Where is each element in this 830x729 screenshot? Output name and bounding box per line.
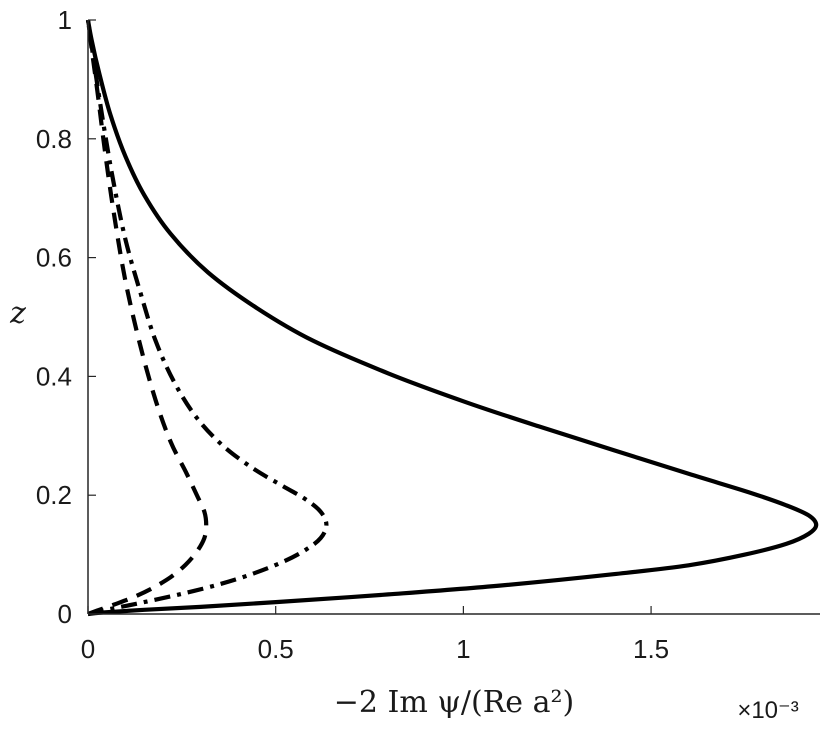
series-line-dashed bbox=[85, 19, 209, 616]
series-line-dashdot bbox=[85, 19, 329, 617]
x-tick-label: 1 bbox=[456, 634, 470, 664]
y-tick-label: 1 bbox=[58, 5, 72, 35]
y-tick-label: 0.4 bbox=[36, 361, 72, 391]
y-tick-label: 0.2 bbox=[36, 480, 72, 510]
series-line-solid bbox=[85, 19, 819, 617]
plot-area bbox=[85, 19, 819, 617]
axes: 0 0.5 1 1.5 0 0.2 0.4 0.6 0.8 1 bbox=[36, 5, 820, 664]
x-tick-label: 0.5 bbox=[258, 634, 294, 664]
x-tick-label: 1.5 bbox=[633, 634, 669, 664]
y-tick-label: 0.8 bbox=[36, 124, 72, 154]
y-tick-label: 0.6 bbox=[36, 243, 72, 273]
x-axis-label: −2 Im ψ/(Re a²) bbox=[334, 685, 574, 720]
y-axis-label: z bbox=[9, 296, 26, 331]
y-tick-label: 0 bbox=[58, 599, 72, 629]
x-tick-label: 0 bbox=[81, 634, 95, 664]
x-axis-exponent-label: ×10⁻³ bbox=[737, 697, 798, 724]
